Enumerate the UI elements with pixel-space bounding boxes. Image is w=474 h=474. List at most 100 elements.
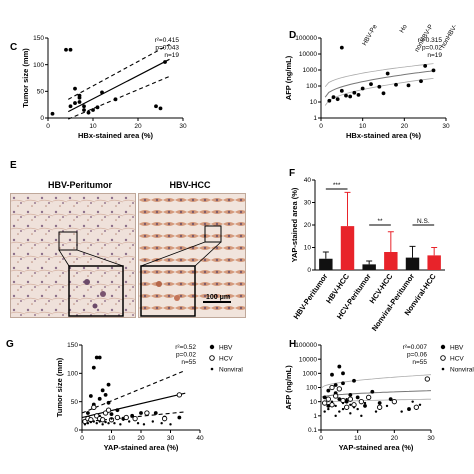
- stat-text: p=0.02: [176, 352, 196, 359]
- data-point: [82, 104, 86, 109]
- y-tick-label: 100000: [295, 35, 317, 42]
- regression-line: [67, 58, 170, 113]
- micrograph-left-image: [11, 194, 135, 317]
- ci-upper-line: [81, 369, 186, 414]
- data-point-hbv: [177, 415, 182, 420]
- x-axis-label: YAP-stained area (%): [104, 443, 179, 452]
- y-tick-label: 1000: [303, 371, 318, 378]
- data-point-hbv: [88, 394, 93, 398]
- data-point-hbv: [407, 407, 411, 411]
- data-point: [163, 60, 167, 64]
- y-tick-label: 10000: [299, 356, 317, 363]
- data-point-hcv: [123, 414, 129, 421]
- data-point-hbv: [106, 400, 111, 405]
- x-tick-label: 30: [442, 123, 450, 130]
- y-tick-label: 30: [304, 200, 312, 207]
- data-point: [335, 97, 340, 102]
- data-point-hbv: [130, 413, 135, 418]
- data-point-nonviral: [151, 420, 154, 423]
- data-point-hbv: [322, 395, 327, 400]
- legend-marker-nonviral: [441, 367, 445, 371]
- data-point: [423, 64, 428, 68]
- data-point: [419, 79, 423, 84]
- data-point-nonviral: [349, 412, 352, 415]
- data-point: [348, 94, 353, 99]
- data-point-hcv: [358, 399, 364, 405]
- ci-upper-line: [67, 43, 170, 100]
- data-point-nonviral: [98, 420, 101, 423]
- data-point-hbv: [153, 411, 158, 415]
- y-tick-label: 10: [310, 99, 318, 106]
- data-point-hcv: [413, 404, 419, 410]
- data-point-nonviral: [89, 420, 93, 424]
- data-point-hbv: [103, 392, 108, 397]
- data-point-nonviral: [349, 403, 352, 407]
- data-point-hcv: [424, 376, 430, 382]
- data-point-hcv: [176, 392, 183, 398]
- data-point: [73, 86, 77, 91]
- x-tick-label: 10: [89, 123, 97, 130]
- data-point: [385, 71, 390, 76]
- panel-label-e: E: [10, 160, 17, 171]
- y-tick-label: 50: [71, 399, 79, 406]
- data-point: [91, 108, 95, 112]
- x-tick-label: 10: [354, 435, 362, 442]
- y-tick-label: 100: [67, 371, 78, 378]
- data-point-nonviral: [169, 423, 172, 426]
- y-tick-label: 10000: [299, 51, 317, 58]
- micrograph-left-title: HBV-Peritumor: [47, 180, 112, 190]
- micrograph-hbv-peritumor: [10, 193, 136, 318]
- x-category-label: HBV-Peritumor: [292, 272, 330, 321]
- y-axis-label: AFP (ng/mL): [284, 365, 293, 410]
- x-tick-label: 10: [359, 123, 367, 130]
- data-point: [377, 84, 382, 89]
- data-point-hcv: [336, 386, 342, 392]
- data-point-nonviral: [345, 397, 348, 401]
- data-point-hbv: [352, 378, 356, 383]
- data-point-nonviral: [160, 422, 163, 425]
- data-point-nonviral: [400, 410, 403, 413]
- data-point-nonviral: [92, 420, 96, 423]
- ci-upper-line: [320, 374, 432, 389]
- x-tick-label: 20: [401, 123, 409, 130]
- data-point-nonviral: [83, 423, 87, 426]
- x-tick-label: 0: [319, 435, 323, 442]
- x-tick-label: 20: [391, 435, 399, 442]
- ci-lower-line: [320, 398, 431, 404]
- data-point-nonviral: [356, 407, 359, 411]
- data-point-hcv: [344, 404, 350, 410]
- data-point: [360, 86, 365, 91]
- data-point-nonviral: [385, 404, 389, 408]
- y-tick-label: 1: [313, 115, 317, 122]
- bar: [319, 258, 333, 270]
- legend-marker-hbv: [209, 344, 215, 350]
- y-tick-label: 150: [33, 35, 44, 42]
- data-point-hcv: [329, 384, 335, 391]
- y-axis-label: YAP-stained area (%): [290, 187, 299, 262]
- data-point-hbv: [341, 371, 345, 376]
- data-point-hbv: [97, 396, 102, 401]
- data-point-hbv: [341, 381, 345, 386]
- data-point: [113, 97, 118, 102]
- top-clipped-label: Ho: [399, 23, 409, 34]
- data-point-nonviral: [338, 410, 341, 413]
- data-point-nonviral: [122, 418, 125, 421]
- data-point-hbv: [330, 372, 334, 377]
- x-tick-label: 0: [319, 123, 323, 130]
- regression-line: [320, 390, 432, 398]
- data-point-nonviral: [142, 423, 146, 426]
- data-point-hcv: [161, 416, 168, 422]
- legend-label: Nonviral: [450, 366, 474, 373]
- data-point-hcv: [132, 416, 138, 422]
- legend-label: HCV: [450, 355, 464, 362]
- panel-label-f: F: [289, 168, 295, 179]
- data-point-nonviral: [360, 414, 363, 418]
- data-point-hbv: [337, 364, 342, 369]
- data-point: [331, 95, 336, 100]
- bar: [384, 252, 398, 270]
- data-point-hcv: [144, 410, 150, 416]
- data-point-nonviral: [98, 414, 101, 418]
- y-axis-label: Tumor size (mm): [21, 48, 30, 108]
- stat-text: n=19: [164, 52, 179, 59]
- legend-marker-hbv: [440, 344, 446, 350]
